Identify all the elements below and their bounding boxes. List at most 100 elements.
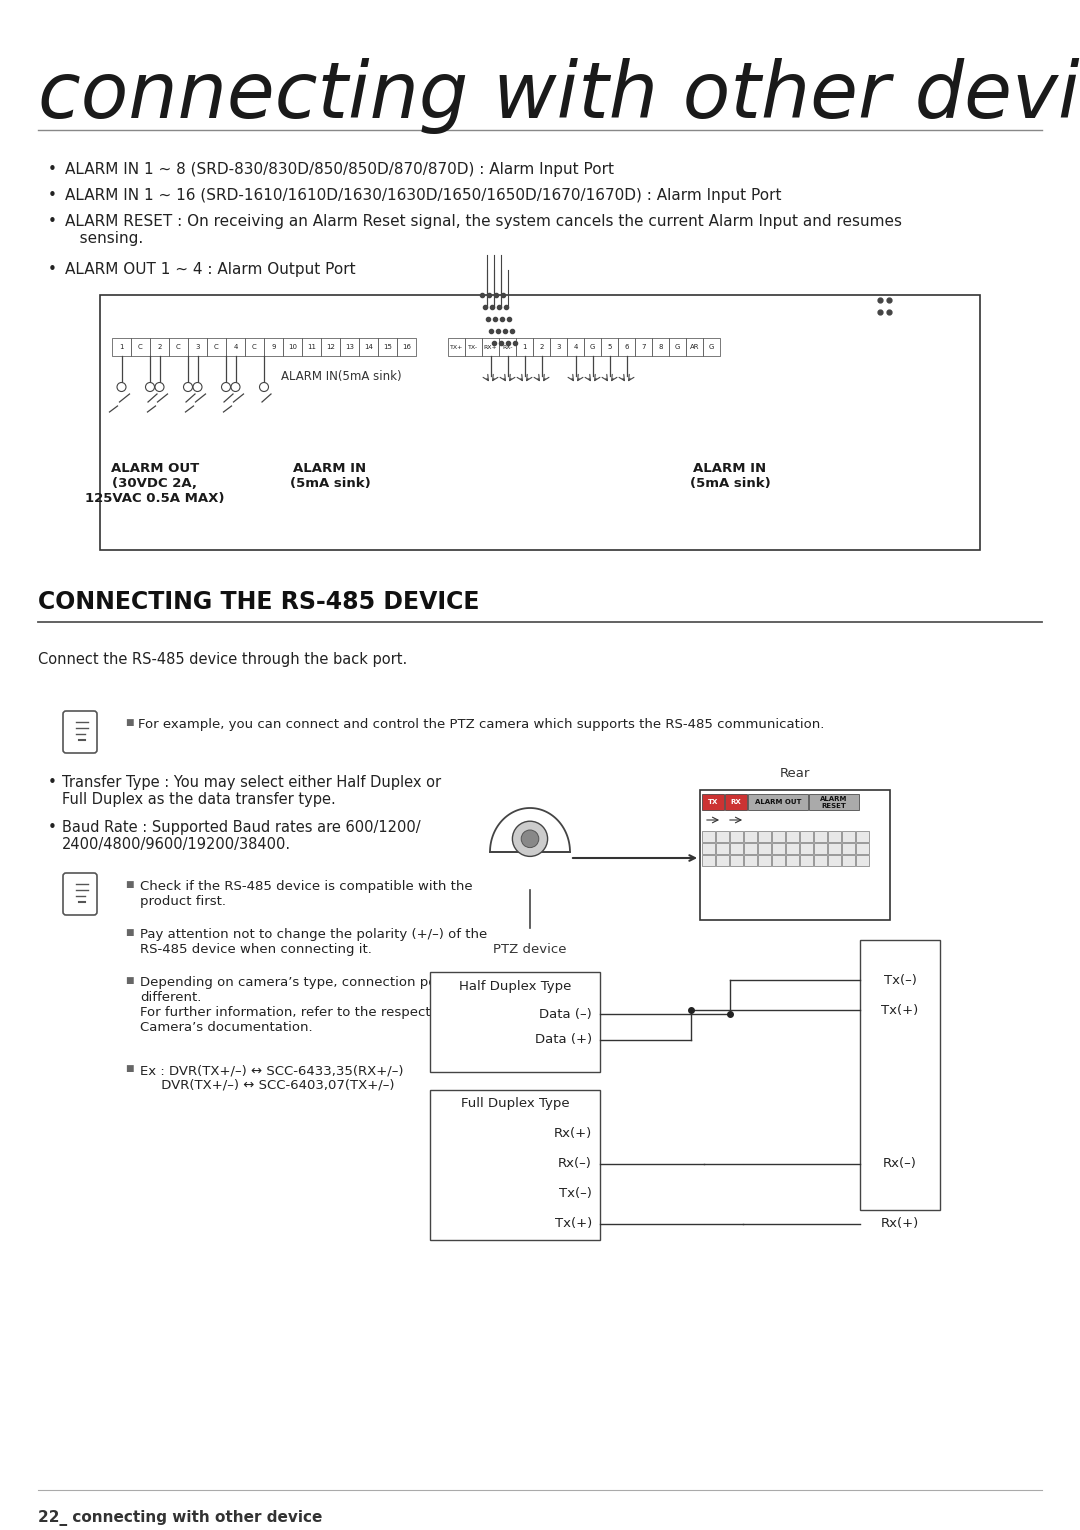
Text: CONNECTING THE RS-485 DEVICE: CONNECTING THE RS-485 DEVICE (38, 591, 480, 614)
Circle shape (146, 382, 154, 392)
Text: RX-: RX- (502, 344, 513, 349)
Circle shape (231, 382, 240, 392)
Bar (430, 972, 600, 1073)
Bar (397, 338, 416, 356)
Text: For example, you can connect and control the PTZ camera which supports the RS-48: For example, you can connect and control… (138, 718, 824, 731)
Bar (188, 338, 207, 356)
Bar (700, 789, 890, 920)
Text: ALARM IN
(5mA sink): ALARM IN (5mA sink) (690, 462, 770, 490)
Text: ALARM IN 1 ~ 8 (SRD-830/830D/850/850D/870/870D) : Alarm Input Port: ALARM IN 1 ~ 8 (SRD-830/830D/850/850D/87… (65, 162, 615, 177)
Bar (600, 338, 618, 356)
Bar (226, 338, 245, 356)
Text: Tx(–): Tx(–) (559, 1187, 592, 1201)
Bar (168, 338, 188, 356)
Text: Half Duplex Type: Half Duplex Type (459, 979, 571, 993)
Bar (702, 794, 724, 809)
Bar (828, 843, 841, 854)
Bar (814, 831, 827, 842)
Text: Transfer Type : You may select either Half Duplex or
Full Duplex as the data tra: Transfer Type : You may select either Ha… (62, 776, 441, 808)
Text: 10: 10 (288, 344, 297, 350)
Text: 5: 5 (607, 344, 611, 350)
Text: TX: TX (707, 799, 718, 805)
Text: Rear: Rear (780, 767, 810, 780)
Text: ALARM IN 1 ~ 16 (SRD-1610/1610D/1630/1630D/1650/1650D/1670/1670D) : Alarm Input : ALARM IN 1 ~ 16 (SRD-1610/1610D/1630/163… (65, 188, 782, 203)
Bar (112, 338, 131, 356)
Bar (828, 855, 841, 866)
Text: 4: 4 (233, 344, 238, 350)
Text: 1: 1 (523, 344, 527, 350)
Text: Rx(+): Rx(+) (881, 1218, 919, 1230)
Bar (635, 338, 652, 356)
Text: C: C (138, 344, 143, 350)
Text: Baud Rate : Supported Baud rates are 600/1200/
2400/4800/9600/19200/38400.: Baud Rate : Supported Baud rates are 600… (62, 820, 420, 852)
Bar (150, 338, 168, 356)
Text: ■: ■ (125, 976, 134, 985)
Text: 9: 9 (271, 344, 275, 350)
Text: 15: 15 (383, 344, 392, 350)
Text: TX+: TX+ (449, 344, 463, 349)
Bar (800, 855, 813, 866)
Text: TX-: TX- (469, 344, 478, 349)
Bar (716, 831, 729, 842)
Text: Connect the RS-485 device through the back port.: Connect the RS-485 device through the ba… (38, 652, 407, 667)
Text: •: • (48, 162, 57, 177)
Bar (814, 843, 827, 854)
Bar (856, 855, 869, 866)
Text: 4: 4 (573, 344, 578, 350)
Text: ALARM
RESET: ALARM RESET (821, 796, 848, 808)
Text: 12: 12 (326, 344, 335, 350)
Bar (534, 338, 550, 356)
Text: 2: 2 (158, 344, 162, 350)
Bar (800, 831, 813, 842)
Bar (856, 843, 869, 854)
Bar (340, 338, 359, 356)
FancyBboxPatch shape (63, 711, 97, 753)
Bar (652, 338, 669, 356)
Text: Depending on camera’s type, connection polarity can be
different.
For further in: Depending on camera’s type, connection p… (140, 976, 519, 1034)
Bar (786, 855, 799, 866)
Text: ALARM OUT
(30VDC 2A,
125VAC 0.5A MAX): ALARM OUT (30VDC 2A, 125VAC 0.5A MAX) (85, 462, 225, 505)
Bar (730, 843, 743, 854)
Bar (430, 1089, 600, 1239)
Text: Data (–): Data (–) (539, 1007, 592, 1021)
Circle shape (193, 382, 202, 392)
Text: ■: ■ (125, 880, 134, 889)
Text: C: C (176, 344, 180, 350)
Bar (842, 855, 855, 866)
Bar (772, 855, 785, 866)
Bar (716, 843, 729, 854)
Bar (245, 338, 264, 356)
Text: C: C (252, 344, 257, 350)
Bar (482, 338, 499, 356)
Bar (359, 338, 378, 356)
Text: ALARM RESET : On receiving an Alarm Reset signal, the system cancels the current: ALARM RESET : On receiving an Alarm Rese… (65, 214, 902, 246)
FancyBboxPatch shape (63, 874, 97, 915)
Text: 11: 11 (307, 344, 316, 350)
Bar (618, 338, 635, 356)
Bar (465, 338, 482, 356)
Bar (207, 338, 226, 356)
Circle shape (156, 382, 164, 392)
Bar (800, 843, 813, 854)
Text: •: • (48, 820, 57, 835)
Bar (703, 338, 720, 356)
Circle shape (522, 829, 539, 848)
Text: Pay attention not to change the polarity (+/–) of the
RS-485 device when connect: Pay attention not to change the polarity… (140, 929, 487, 956)
Text: ■: ■ (125, 718, 134, 727)
Circle shape (512, 822, 548, 857)
Bar (567, 338, 584, 356)
Bar (809, 794, 859, 809)
Text: •: • (48, 214, 57, 230)
Text: 13: 13 (345, 344, 354, 350)
Bar (378, 338, 397, 356)
Text: Rx(–): Rx(–) (558, 1158, 592, 1170)
Text: Check if the RS-485 device is compatible with the
product first.: Check if the RS-485 device is compatible… (140, 880, 473, 907)
Bar (702, 855, 715, 866)
Text: 16: 16 (402, 344, 411, 350)
Text: 14: 14 (364, 344, 373, 350)
Circle shape (221, 382, 230, 392)
Text: •: • (48, 188, 57, 203)
Bar (758, 831, 771, 842)
Bar (725, 794, 747, 809)
Text: •: • (48, 776, 57, 789)
